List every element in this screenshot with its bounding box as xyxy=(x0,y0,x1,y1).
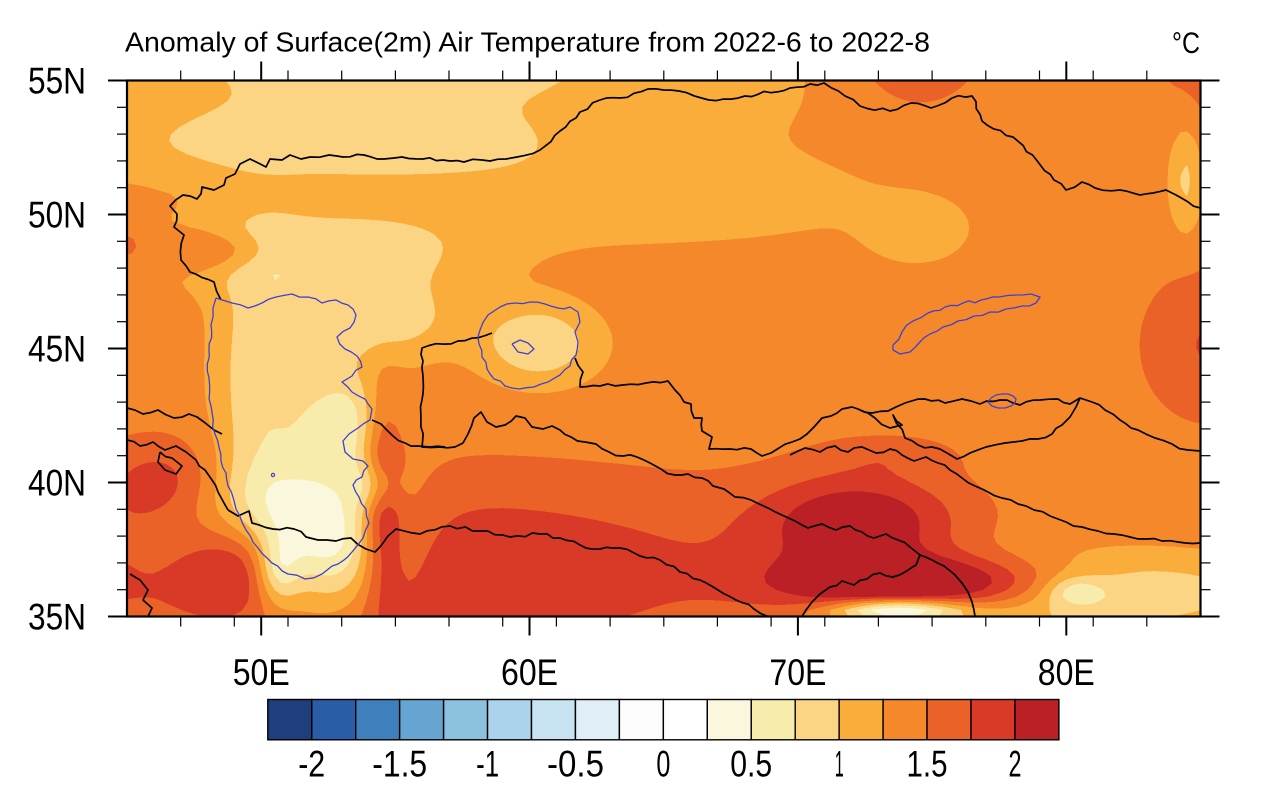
svg-text:55N: 55N xyxy=(28,59,86,101)
svg-text:-1: -1 xyxy=(476,743,499,785)
svg-text:60E: 60E xyxy=(501,651,558,693)
svg-text:45N: 45N xyxy=(28,327,86,369)
svg-text:°C: °C xyxy=(1172,27,1200,60)
svg-text:80E: 80E xyxy=(1038,651,1095,693)
svg-text:1.5: 1.5 xyxy=(907,743,948,785)
svg-text:50N: 50N xyxy=(28,193,86,235)
svg-text:40N: 40N xyxy=(28,461,86,503)
svg-text:0.5: 0.5 xyxy=(730,743,772,785)
svg-text:0: 0 xyxy=(656,743,670,785)
svg-text:70E: 70E xyxy=(769,651,826,693)
svg-text:35N: 35N xyxy=(28,595,86,637)
svg-text:-0.5: -0.5 xyxy=(547,743,604,785)
svg-text:-1.5: -1.5 xyxy=(372,743,427,785)
svg-text:1: 1 xyxy=(835,743,844,785)
svg-text:Anomaly of Surface(2m) Air Tem: Anomaly of Surface(2m) Air Temperature f… xyxy=(125,26,930,58)
svg-text:2: 2 xyxy=(1009,743,1022,785)
svg-text:50E: 50E xyxy=(233,651,290,693)
svg-text:-2: -2 xyxy=(298,743,325,785)
